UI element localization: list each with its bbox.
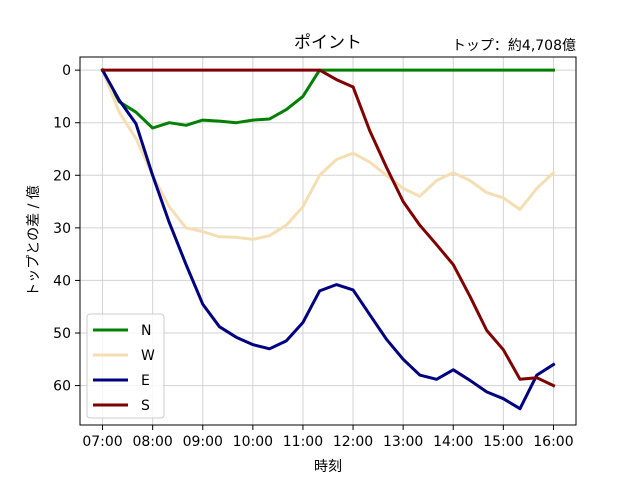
x-tick-label: 11:00	[283, 434, 323, 450]
legend-frame	[86, 313, 165, 419]
x-axis-label: 時刻	[314, 459, 342, 475]
x-tick-label: 15:00	[483, 434, 523, 450]
series-line-N	[100, 68, 555, 130]
series-line-W	[100, 68, 556, 241]
y-tick-label: 60	[53, 379, 71, 395]
x-tick-label: 14:00	[433, 434, 473, 450]
x-tick-label: 07:00	[82, 434, 122, 450]
x-tick-label: 12:00	[333, 434, 373, 450]
plot-frame	[79, 56, 577, 426]
chart-title: ポイント	[294, 33, 362, 53]
y-tick-label: 20	[53, 168, 71, 184]
series-layer	[100, 68, 556, 411]
y-tick-label: 40	[53, 273, 71, 289]
y-axis-label: トップとの差 / 億	[26, 185, 42, 296]
y-tick-label: 50	[53, 326, 71, 342]
legend-label-S: S	[141, 398, 150, 414]
legend-label-N: N	[141, 323, 151, 339]
legend-label-E: E	[141, 373, 150, 389]
series-line-S	[101, 68, 556, 388]
x-tick-label: 08:00	[132, 434, 172, 450]
x-tick-label: 16:00	[533, 434, 573, 450]
chart-subtitle: トップ：約4,708億	[452, 38, 576, 54]
y-axis: 0 10 20 30 40 50 60	[53, 63, 80, 395]
y-tick-label: 0	[62, 63, 71, 79]
x-tick-label: 09:00	[183, 434, 223, 450]
x-tick-label: 10:00	[233, 434, 273, 450]
series-line-E	[100, 68, 556, 411]
y-tick-label: 30	[53, 221, 71, 237]
legend-label-W: W	[141, 348, 155, 364]
x-axis: 07:00 08:00 09:00 10:00 11:00 12:00 13:00 14:00…	[82, 425, 574, 450]
y-tick-label: 10	[53, 116, 71, 132]
x-tick-label: 13:00	[383, 434, 423, 450]
